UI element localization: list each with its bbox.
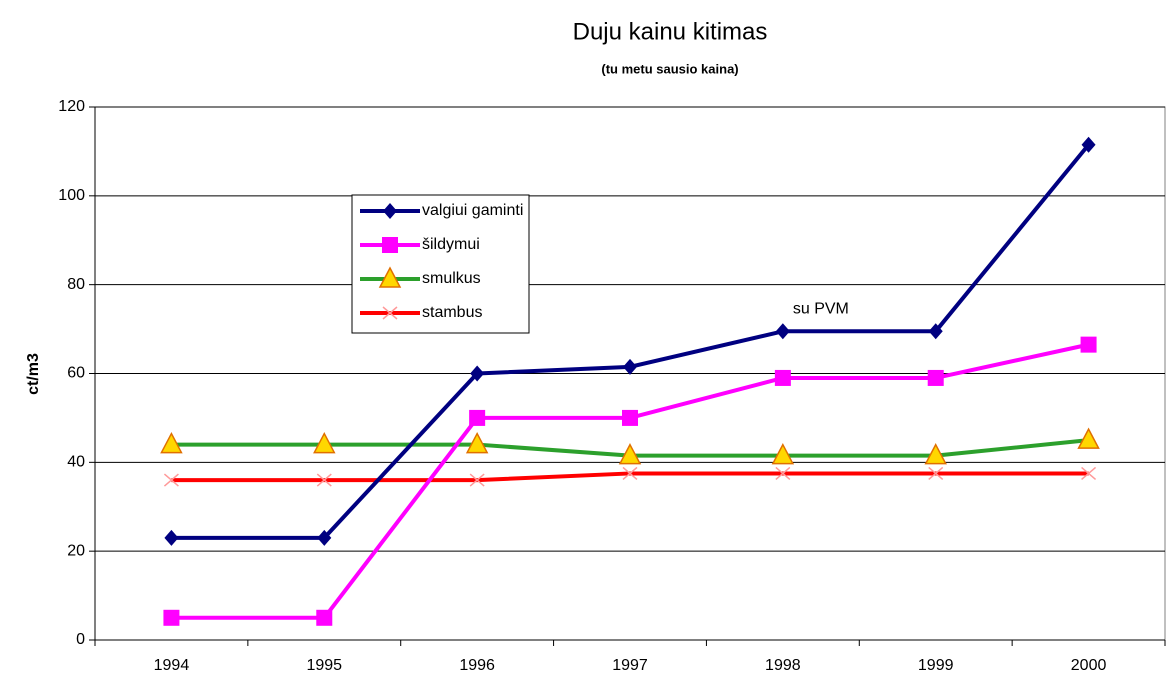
chart-subtitle: (tu metu sausio kaina) [601, 61, 738, 76]
annotation: su PVM [793, 300, 849, 317]
marker [163, 473, 179, 487]
legend-label: valgiui gaminti [422, 202, 523, 219]
marker [382, 237, 398, 253]
marker [313, 431, 336, 454]
marker [1080, 336, 1097, 353]
x-tick-label: 2000 [1071, 657, 1107, 674]
x-tick-label: 1996 [459, 657, 495, 674]
marker [771, 443, 795, 465]
y-tick-label: 40 [67, 454, 85, 471]
y-tick-label: 0 [76, 631, 85, 648]
legend-label: šildymui [422, 236, 480, 253]
legend-label: smulkus [422, 270, 481, 287]
y-tick-label: 60 [67, 365, 85, 382]
y-tick-label: 100 [58, 187, 85, 204]
y-tick-label: 80 [67, 276, 85, 293]
marker [470, 365, 485, 382]
x-tick-label: 1994 [154, 657, 190, 674]
marker [465, 431, 489, 454]
y-axis-label: ct/m3 [25, 353, 42, 395]
marker [317, 529, 332, 546]
marker [927, 369, 944, 386]
marker [163, 609, 180, 626]
legend-box [351, 194, 530, 334]
x-tick-label: 1995 [306, 657, 342, 674]
marker [1077, 427, 1100, 449]
x-tick-label: 1999 [918, 657, 954, 674]
marker [382, 306, 398, 320]
legend: valgiui gaminti šildymui smulkus stambus [351, 194, 530, 334]
marker [774, 369, 791, 386]
x-tick-label: 1998 [765, 657, 801, 674]
marker [164, 529, 179, 546]
marker [316, 609, 333, 626]
marker [618, 443, 642, 465]
marker [928, 323, 943, 340]
y-tick-label: 120 [58, 98, 85, 115]
marker [1081, 466, 1097, 481]
y-tick-label: 20 [67, 542, 85, 559]
marker [383, 203, 397, 219]
marker [622, 466, 638, 481]
marker [160, 431, 183, 454]
marker [775, 466, 791, 481]
marker [924, 443, 947, 465]
marker [1081, 136, 1096, 153]
marker [378, 266, 402, 288]
chart-title: Duju kainu kitimas [573, 18, 768, 45]
marker [928, 466, 944, 481]
marker [622, 409, 638, 426]
marker [775, 323, 790, 340]
marker [316, 473, 332, 487]
legend-label: stambus [422, 304, 482, 321]
marker [623, 358, 637, 375]
x-tick-label: 1997 [612, 657, 648, 674]
marker [469, 473, 485, 487]
marker [469, 409, 486, 426]
